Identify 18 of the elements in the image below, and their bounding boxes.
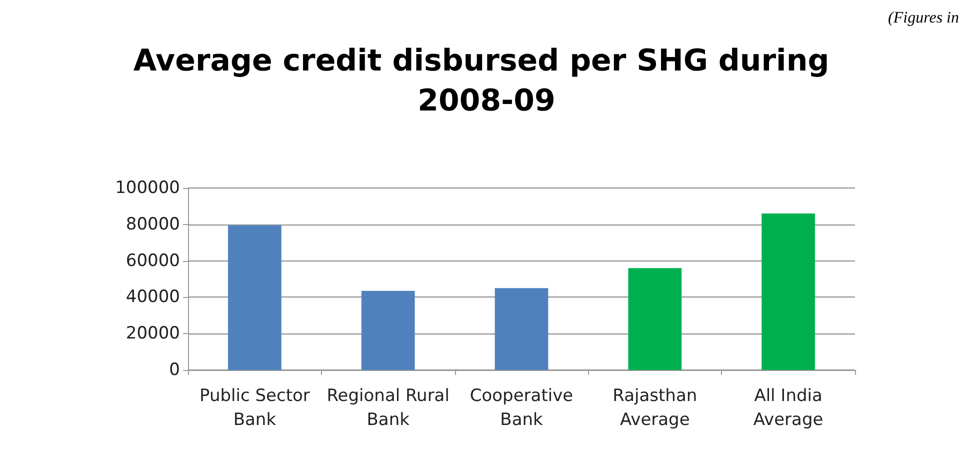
bar bbox=[361, 290, 415, 370]
bar bbox=[762, 213, 815, 370]
bar bbox=[628, 268, 682, 370]
chart-title: Average credit disbursed per SHG during 2008-09 bbox=[133, 44, 840, 118]
y-tick-label: 80000 bbox=[126, 214, 180, 234]
x-tick-label: Rajasthan Average bbox=[612, 386, 698, 430]
bar bbox=[494, 288, 548, 370]
y-tick-label: 40000 bbox=[126, 287, 180, 308]
y-tick-label: 0 bbox=[169, 360, 180, 380]
x-tick-label: Public Sector Bank bbox=[200, 386, 310, 430]
y-tick-label: 60000 bbox=[126, 250, 180, 271]
y-tick-label: 100000 bbox=[115, 178, 180, 198]
text: (Figures in bbox=[888, 10, 959, 26]
x-tick-label: Cooperative Bank bbox=[470, 386, 574, 430]
y-tick-label: 20000 bbox=[126, 324, 180, 344]
x-tick-label: All India Average bbox=[753, 386, 824, 430]
bar bbox=[228, 225, 282, 370]
x-tick-label: Regional Rural Bank bbox=[326, 386, 450, 430]
